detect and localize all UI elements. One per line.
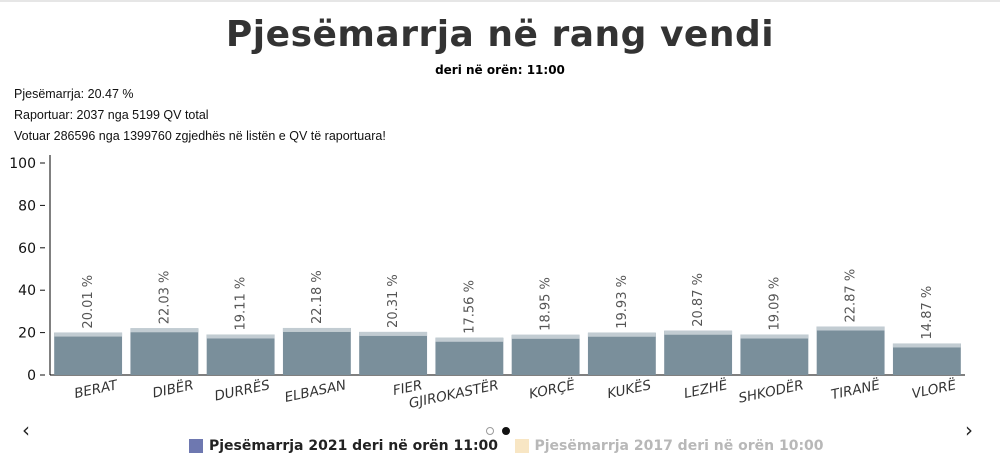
bar-top-highlight — [435, 337, 504, 342]
x-category-label: SHKODËR — [737, 375, 805, 406]
y-tick-label: 20 — [18, 326, 36, 342]
legend-item-2017[interactable]: Pjesëmarrja 2017 deri në orën 10:00 — [514, 438, 824, 454]
voted-count: Votuar 286596 nga 1399760 zgjedhës në li… — [14, 129, 386, 143]
bar-berat — [54, 332, 123, 375]
bar-value-label: 20.87 % — [691, 273, 706, 327]
bar-top-highlight — [816, 326, 885, 331]
bar-kukës — [587, 332, 656, 375]
bar-lezhë — [664, 330, 733, 375]
x-category-label: KUKËS — [605, 375, 653, 402]
bar-top-highlight — [282, 327, 351, 332]
bar-top-highlight — [130, 328, 199, 333]
bar-dibër — [130, 328, 199, 375]
legend-item-2021[interactable]: Pjesëmarrja 2021 deri në orën 11:00 — [189, 438, 498, 454]
top-border — [0, 0, 1000, 2]
page-dot-2-active[interactable] — [502, 427, 510, 435]
bar-value-label: 22.18 % — [310, 270, 325, 324]
y-tick-label: 60 — [18, 241, 36, 257]
bar-elbasan — [282, 327, 351, 375]
bar-value-label: 22.87 % — [844, 269, 859, 323]
chart-title: Pjesëmarrja në rang vendi — [225, 14, 775, 55]
x-category-label: DIBËR — [151, 375, 195, 401]
chevron-right-icon[interactable]: › — [965, 418, 973, 442]
legend-label-2017: Pjesëmarrja 2017 deri në orën 10:00 — [534, 438, 824, 454]
bar-korçë — [511, 334, 580, 375]
bar-value-label: 20.01 % — [81, 275, 96, 329]
x-category-label: KORÇË — [527, 375, 577, 402]
y-tick-label: 40 — [18, 283, 36, 299]
chart-legend: Pjesëmarrja 2021 deri në orën 11:00 Pjes… — [189, 438, 836, 457]
y-tick-label: 80 — [18, 198, 36, 214]
chart-subtitle: deri në orën: 11:00 — [435, 63, 565, 77]
bar-top-highlight — [54, 332, 123, 337]
bar-gjirokastër — [435, 337, 504, 375]
legend-swatch-2021 — [189, 439, 203, 453]
x-category-label: TIRANË — [829, 375, 882, 403]
bar-top-highlight — [359, 331, 428, 336]
bar-top-highlight — [587, 332, 656, 337]
bar-value-label: 19.09 % — [767, 277, 782, 331]
y-tick-label: 0 — [27, 368, 36, 384]
bar-value-label: 20.31 % — [386, 274, 401, 328]
bar-value-label: 18.95 % — [539, 277, 554, 331]
bar-value-label: 19.11 % — [234, 277, 249, 331]
x-category-label: BERAT — [73, 377, 121, 402]
x-category-label: ELBASAN — [283, 377, 347, 406]
legend-swatch-2017 — [514, 439, 529, 453]
x-category-label: DURRËS — [213, 375, 272, 404]
bar-vlorë — [892, 343, 961, 375]
bar-durrës — [206, 334, 275, 375]
bar-fier — [359, 331, 428, 375]
turnout-bar-chart: 0 20 40 60 80 100 20.01 % BERAT 22.03 % DIBËR 19.1… — [9, 155, 965, 412]
page-dot-1[interactable] — [486, 427, 494, 435]
bar-value-label: 17.56 % — [462, 280, 477, 334]
x-category-label: FIER — [392, 377, 424, 399]
bar-top-highlight — [206, 334, 275, 339]
bar-value-label: 22.03 % — [157, 271, 172, 325]
chevron-left-icon[interactable]: ‹ — [22, 418, 30, 442]
bar-top-highlight — [892, 343, 961, 348]
y-tick-label: 100 — [9, 156, 36, 172]
reported-stations: Raportuar: 2037 nga 5199 QV total — [14, 108, 209, 122]
bar-top-highlight — [511, 334, 580, 339]
legend-label-2021: Pjesëmarrja 2021 deri në orën 11:00 — [209, 438, 499, 454]
bar-value-label: 19.93 % — [615, 275, 630, 329]
bar-value-label: 14.87 % — [920, 286, 935, 340]
x-category-label: LEZHË — [682, 375, 729, 402]
bar-top-highlight — [664, 330, 733, 335]
stats-panel: Pjesëmarrja: 20.47 % Raportuar: 2037 nga… — [14, 84, 386, 147]
x-category-label: VLORË — [910, 375, 958, 402]
bar-shkodër — [740, 334, 809, 375]
bar-tiranë — [816, 326, 885, 375]
turnout-percentage: Pjesëmarrja: 20.47 % — [14, 87, 134, 101]
bar-top-highlight — [740, 334, 809, 339]
